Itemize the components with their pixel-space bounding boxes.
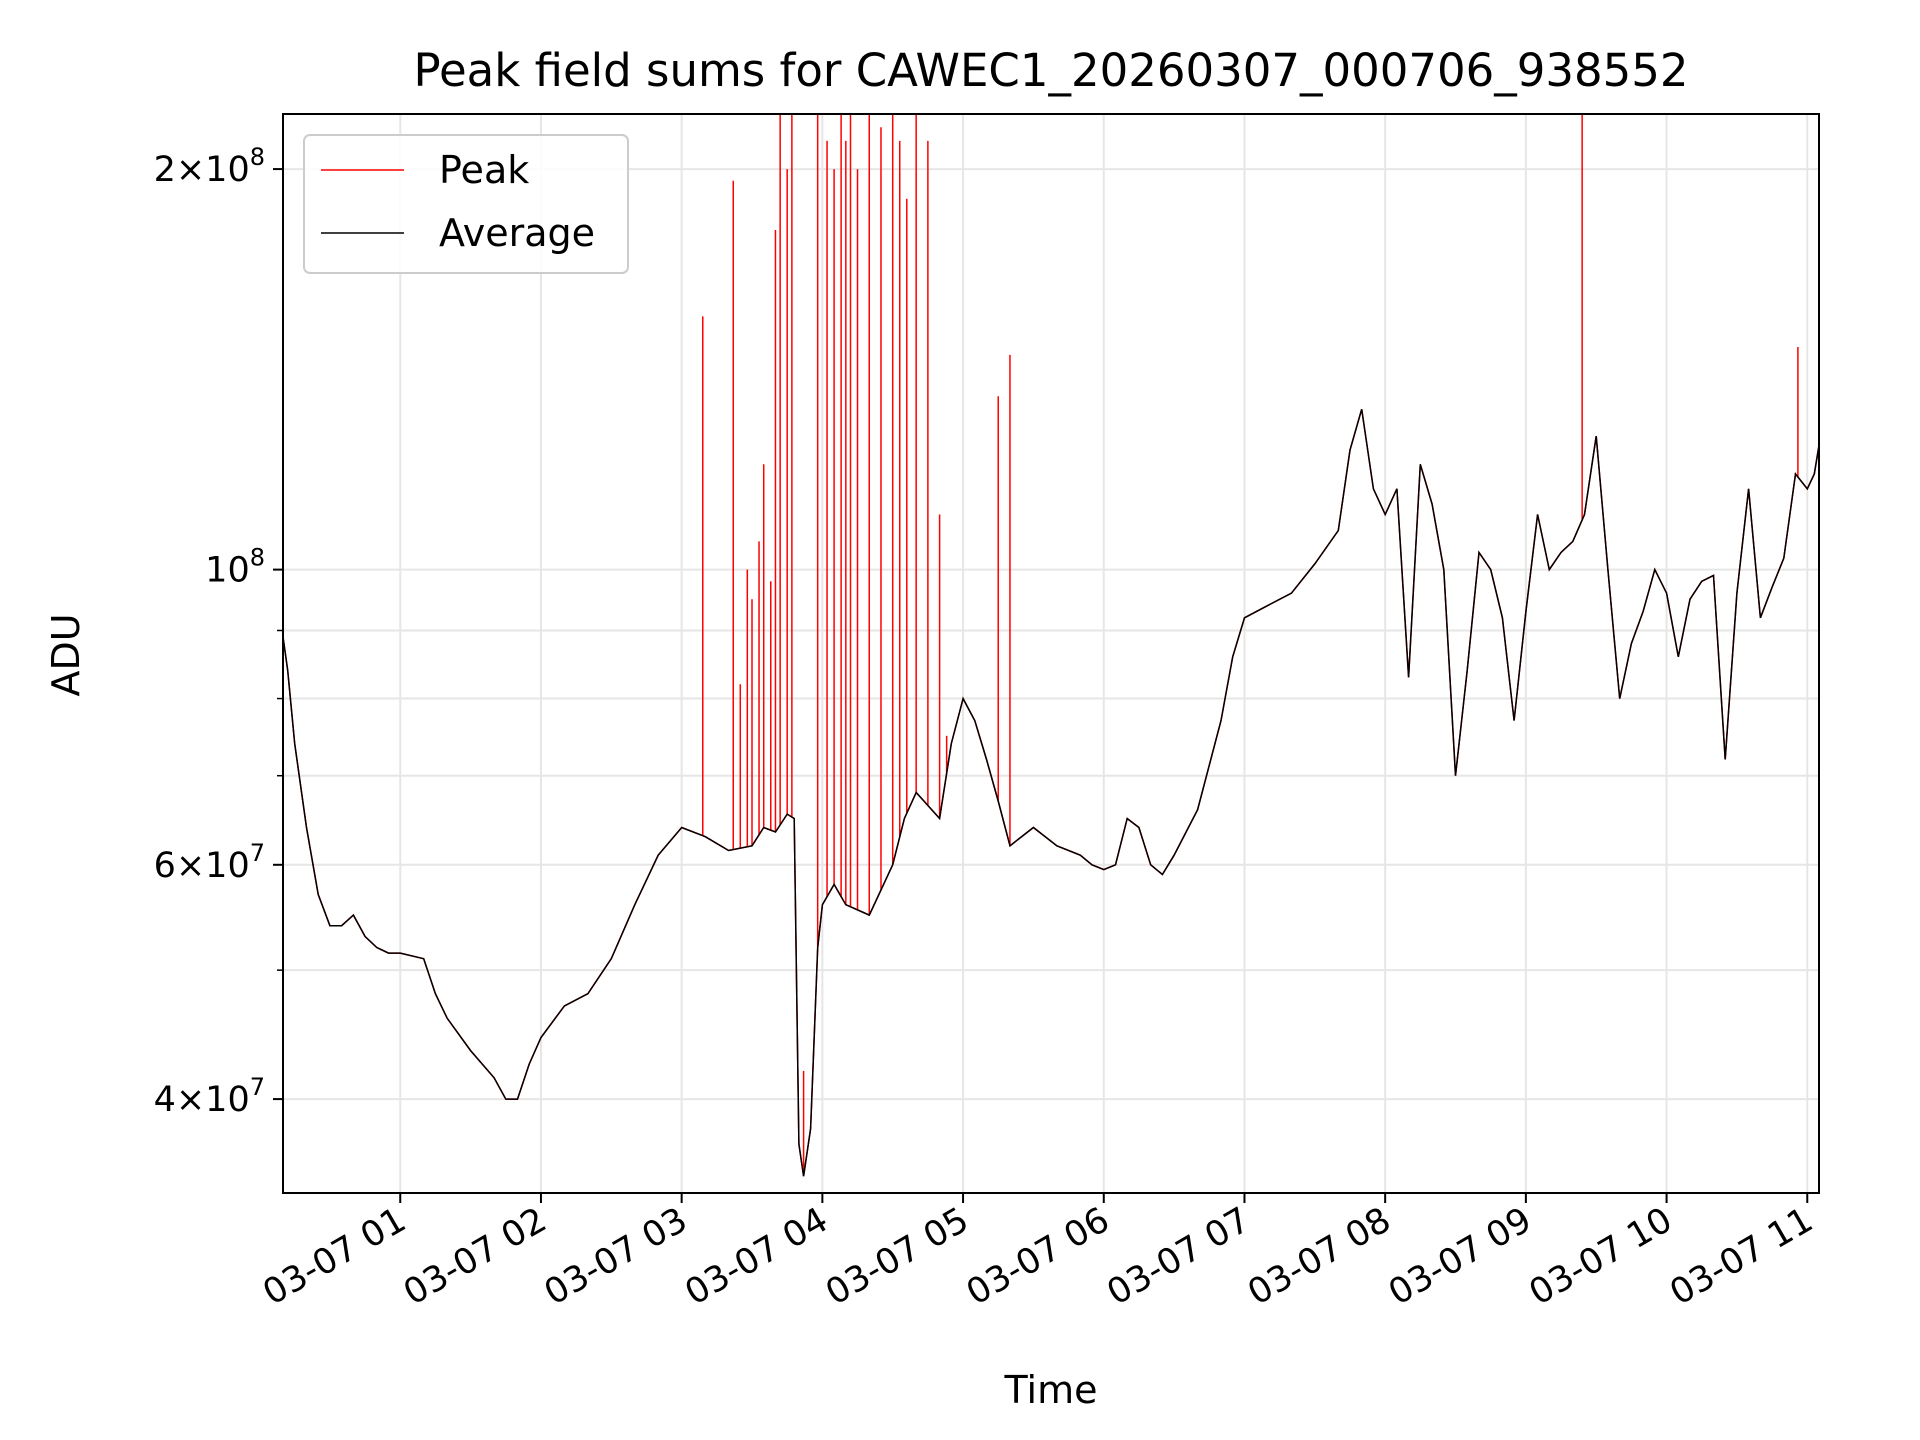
y-tick-label-2: 108 xyxy=(205,544,265,591)
chart-title: Peak field sums for CAWEC1_20260307_0007… xyxy=(413,44,1688,97)
y-tick-label-1: 6×107 xyxy=(154,839,265,886)
y-axis-ticks: 4×107 6×107 108 2×108 xyxy=(154,143,283,1120)
y-tick-label-0: 4×107 xyxy=(154,1073,265,1120)
plot-frame xyxy=(282,113,1820,1194)
series-average-line xyxy=(283,408,1819,1177)
legend: Peak Average xyxy=(303,134,629,274)
legend-label-average: Average xyxy=(439,211,595,255)
legend-label-peak: Peak xyxy=(439,148,529,192)
y-axis-label: ADU xyxy=(44,613,88,696)
plot-lines xyxy=(283,114,1819,1177)
y-tick-label-3: 2×108 xyxy=(154,143,265,190)
x-axis-label: Time xyxy=(1004,1368,1098,1412)
